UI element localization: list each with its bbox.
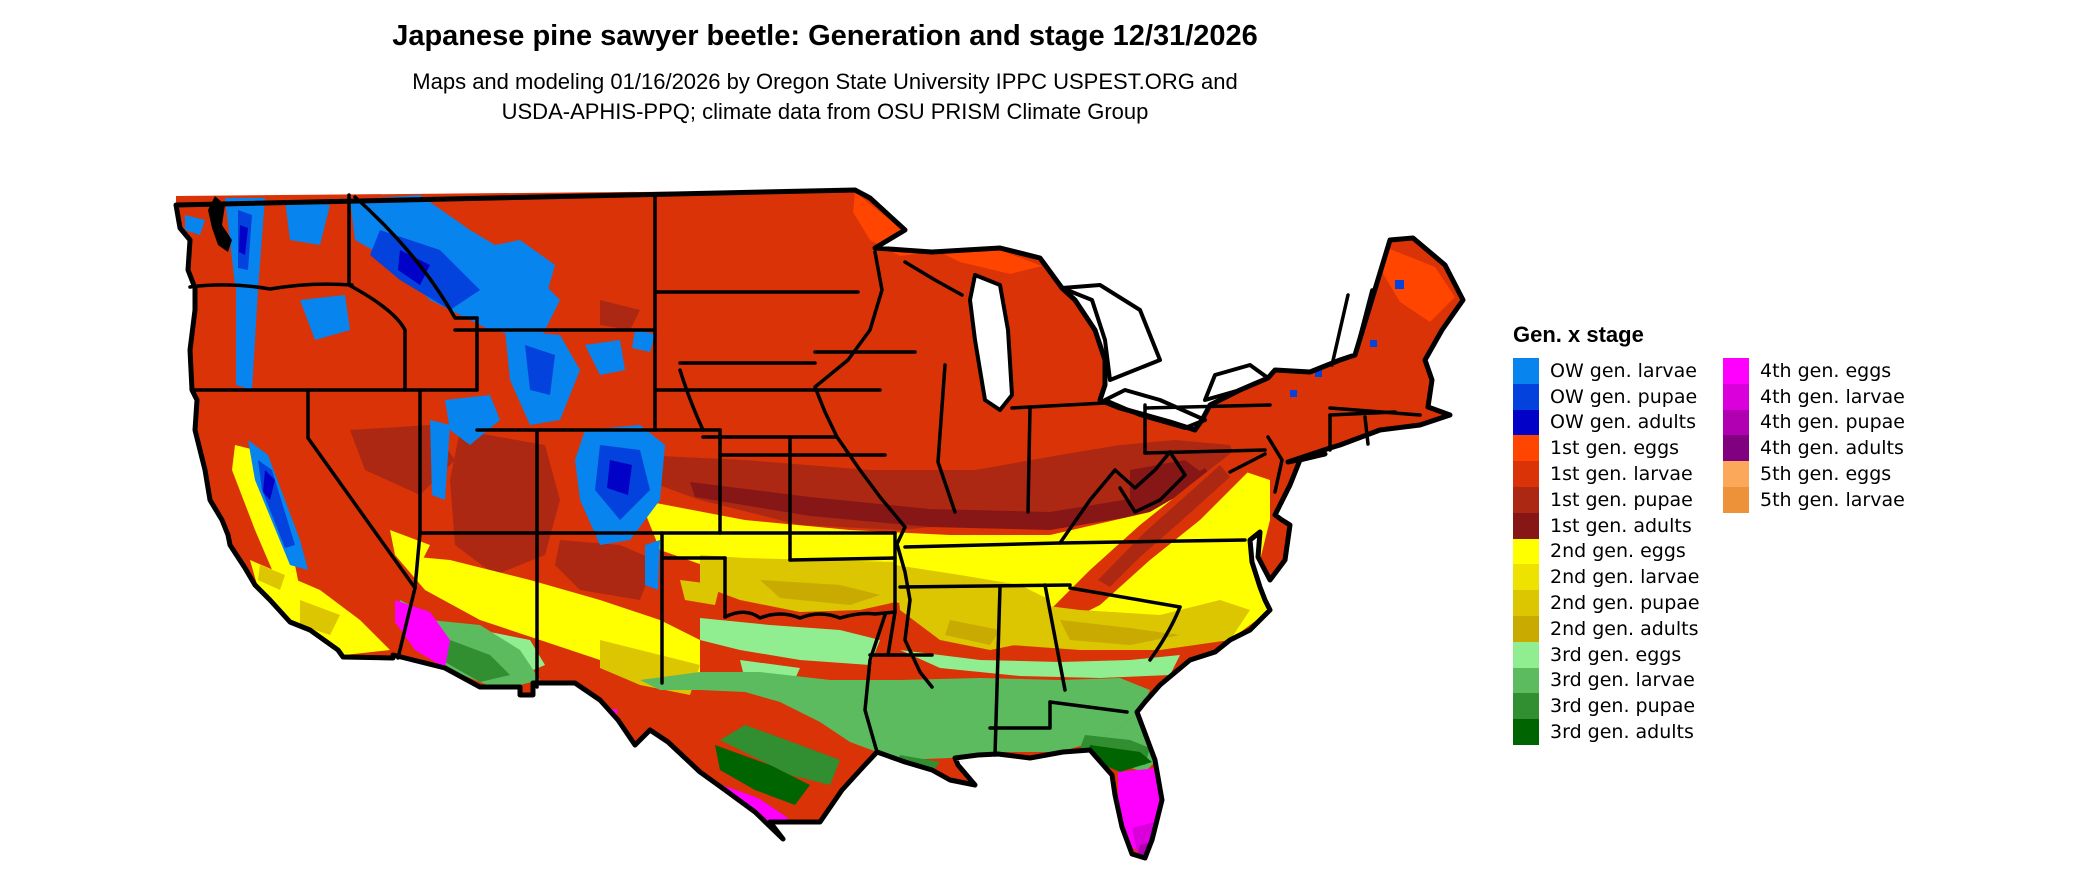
title-block: Japanese pine sawyer beetle: Generation … xyxy=(0,0,1650,127)
legend-label-ow_pupae: OW gen. pupae xyxy=(1550,385,1698,408)
legend-swatch-ow_adults xyxy=(1513,409,1539,436)
legend-item-g4_eggs: 4th gen. eggs xyxy=(1723,358,1933,384)
legend-swatch-g5_larvae xyxy=(1723,486,1749,513)
legend-column-1: OW gen. larvae OW gen. pupae OW gen. adult… xyxy=(1513,358,1723,745)
legend-title: Gen. x stage xyxy=(1513,322,1644,347)
legend-label-g3_eggs: 3rd gen. eggs xyxy=(1550,643,1682,666)
legend-swatch-g3_larvae xyxy=(1513,667,1539,694)
legend-label-g1_pupae: 1st gen. pupae xyxy=(1550,488,1693,511)
legend-label-g4_adults: 4th gen. adults xyxy=(1760,437,1904,460)
legend-label-g3_pupae: 3rd gen. pupae xyxy=(1550,695,1696,718)
legend-item-g3_eggs: 3rd gen. eggs xyxy=(1513,641,1723,668)
legend-label-ow_adults: OW gen. adults xyxy=(1550,411,1697,434)
legend-label-g5_eggs: 5th gen. eggs xyxy=(1760,463,1892,486)
legend-label-g2_pupae: 2nd gen. pupae xyxy=(1550,592,1700,615)
legend-label-g2_adults: 2nd gen. adults xyxy=(1550,617,1699,640)
legend-item-g2_pupae: 2nd gen. pupae xyxy=(1513,590,1723,616)
legend-item-g4_adults: 4th gen. adults xyxy=(1723,435,1933,462)
legend-swatch-g1_adults xyxy=(1513,512,1539,539)
legend-swatch-g2_adults xyxy=(1513,615,1539,642)
great-lakes xyxy=(968,273,1270,430)
legend-columns: OW gen. larvae OW gen. pupae OW gen. adult… xyxy=(1513,358,1933,745)
legend-item-g4_pupae: 4th gen. pupae xyxy=(1723,409,1933,436)
legend-label-g5_larvae: 5th gen. larvae xyxy=(1760,488,1905,511)
legend-swatch-ow_pupae xyxy=(1513,383,1539,410)
legend-label-g2_larvae: 2nd gen. larvae xyxy=(1550,566,1700,589)
lake-michigan xyxy=(968,273,1014,412)
subtitle-line-2: USDA-APHIS-PPQ; climate data from OSU PR… xyxy=(501,99,1149,124)
legend-swatch-g3_adults xyxy=(1513,719,1539,745)
legend-label-g1_adults: 1st gen. adults xyxy=(1550,514,1692,537)
legend-item-g2_eggs: 2nd gen. eggs xyxy=(1513,538,1723,565)
legend-label-g3_larvae: 3rd gen. larvae xyxy=(1550,669,1695,692)
lake-huron xyxy=(1060,283,1162,382)
map-fill-layer xyxy=(176,190,1463,883)
legend-swatch-g2_eggs xyxy=(1513,538,1539,565)
legend-column-2: 4th gen. eggs 4th gen. larvae 4th gen. pup… xyxy=(1723,358,1933,513)
legend: Gen. x stage OW gen. larvae OW gen. pupae… xyxy=(1513,322,1933,745)
region-3rd-gen-adults xyxy=(715,745,1152,805)
legend-item-ow_larvae: OW gen. larvae xyxy=(1513,358,1723,384)
legend-item-g3_pupae: 3rd gen. pupae xyxy=(1513,693,1723,720)
state-borders-layer xyxy=(188,193,1422,757)
legend-swatch-g3_pupae xyxy=(1513,693,1539,720)
legend-label-g3_adults: 3rd gen. adults xyxy=(1550,721,1694,744)
map-title: Japanese pine sawyer beetle: Generation … xyxy=(392,20,1258,52)
legend-swatch-g2_pupae xyxy=(1513,590,1539,616)
legend-swatch-g4_eggs xyxy=(1723,358,1749,384)
legend-item-ow_adults: OW gen. adults xyxy=(1513,409,1723,436)
region-2nd-gen-adults xyxy=(760,580,1180,645)
legend-swatch-g4_pupae xyxy=(1723,409,1749,436)
legend-item-g5_larvae: 5th gen. larvae xyxy=(1723,486,1933,513)
legend-label-g4_eggs: 4th gen. eggs xyxy=(1760,359,1892,382)
legend-swatch-ow_larvae xyxy=(1513,358,1539,384)
us-map-svg xyxy=(173,187,1466,883)
legend-swatch-g3_eggs xyxy=(1513,641,1539,668)
legend-item-ow_pupae: OW gen. pupae xyxy=(1513,383,1723,410)
puget-sound-water xyxy=(208,196,232,252)
region-1st-gen-adults xyxy=(690,460,1215,530)
legend-item-g1_eggs: 1st gen. eggs xyxy=(1513,435,1723,462)
legend-item-g2_larvae: 2nd gen. larvae xyxy=(1513,564,1723,591)
legend-swatch-g1_pupae xyxy=(1513,486,1539,513)
legend-item-g4_larvae: 4th gen. larvae xyxy=(1723,383,1933,410)
region-ow-generation xyxy=(185,195,1404,590)
legend-swatch-g4_larvae xyxy=(1723,383,1749,410)
legend-label-g4_pupae: 4th gen. pupae xyxy=(1760,411,1905,434)
legend-item-g1_larvae: 1st gen. larvae xyxy=(1513,461,1723,487)
legend-swatch-g4_adults xyxy=(1723,435,1749,462)
legend-item-g1_pupae: 1st gen. pupae xyxy=(1513,486,1723,513)
legend-item-g1_adults: 1st gen. adults xyxy=(1513,512,1723,539)
legend-item-g2_adults: 2nd gen. adults xyxy=(1513,615,1723,642)
legend-swatch-g2_larvae xyxy=(1513,564,1539,591)
region-5th-gen-keys xyxy=(1102,866,1164,883)
legend-label-g2_eggs: 2nd gen. eggs xyxy=(1550,540,1686,563)
subtitle-line-1: Maps and modeling 01/16/2026 by Oregon S… xyxy=(412,69,1238,94)
conus-outline xyxy=(173,187,1466,861)
region-appalachian-streak xyxy=(1045,450,1250,625)
legend-label-g1_larvae: 1st gen. larvae xyxy=(1550,463,1693,486)
legend-swatch-g5_eggs xyxy=(1723,461,1749,487)
legend-item-g3_adults: 3rd gen. adults xyxy=(1513,719,1723,745)
legend-swatch-g1_larvae xyxy=(1513,461,1539,487)
us-map xyxy=(170,182,1470,892)
map-subtitle: Maps and modeling 01/16/2026 by Oregon S… xyxy=(0,67,1650,127)
legend-label-ow_larvae: OW gen. larvae xyxy=(1550,359,1697,382)
legend-item-g5_eggs: 5th gen. eggs xyxy=(1723,461,1933,487)
legend-label-g4_larvae: 4th gen. larvae xyxy=(1760,385,1905,408)
legend-item-g3_larvae: 3rd gen. larvae xyxy=(1513,667,1723,694)
legend-label-g1_eggs: 1st gen. eggs xyxy=(1550,437,1680,460)
legend-swatch-g1_eggs xyxy=(1513,435,1539,462)
